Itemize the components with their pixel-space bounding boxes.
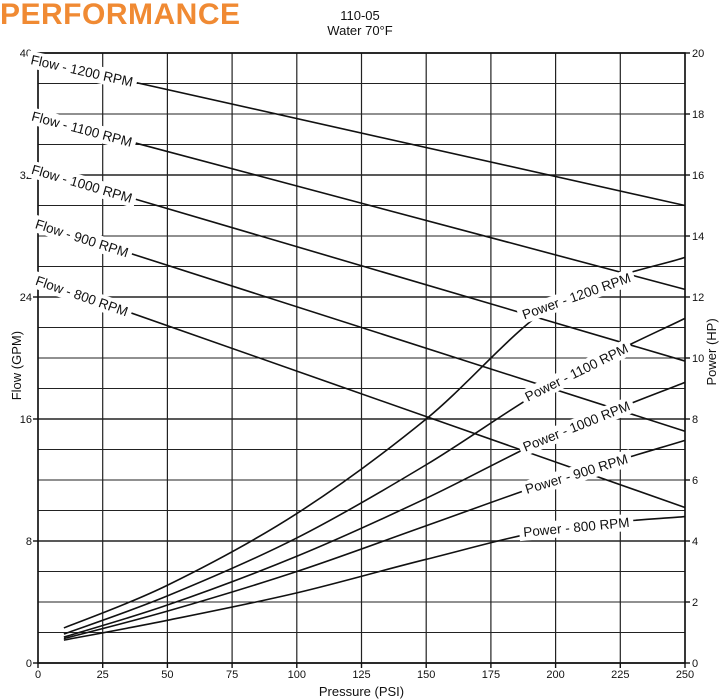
y-tick-label: 0 bbox=[26, 658, 32, 670]
y2-tick-label: 8 bbox=[692, 414, 698, 426]
y-tick-label: 16 bbox=[20, 414, 32, 426]
series-label: Flow - 1100 RPM bbox=[30, 109, 134, 150]
y2-tick-label: 16 bbox=[692, 170, 704, 182]
x-tick-label: 75 bbox=[226, 669, 238, 681]
y2-tick-label: 18 bbox=[692, 109, 704, 121]
x-tick-label: 100 bbox=[288, 669, 306, 681]
x-tick-label: 125 bbox=[352, 669, 370, 681]
series-label-group: Flow - 900 RPM bbox=[29, 214, 134, 262]
x-tick-label: 250 bbox=[676, 669, 694, 681]
y-tick-label: 8 bbox=[26, 536, 32, 548]
x-tick-label: 0 bbox=[35, 669, 41, 681]
y-tick-label: 24 bbox=[20, 292, 32, 304]
series-label-group: Flow - 800 RPM bbox=[30, 271, 134, 322]
x-tick-label: 200 bbox=[546, 669, 564, 681]
series-line-9 bbox=[64, 517, 685, 641]
y2-tick-label: 4 bbox=[692, 536, 698, 548]
series-labels: Flow - 1200 RPM Flow - 1100 RPM Flow - 100… bbox=[25, 50, 637, 541]
series-label-group: Flow - 1000 RPM bbox=[26, 160, 139, 208]
y2-tick-label: 20 bbox=[692, 48, 704, 60]
y2-tick-label: 12 bbox=[692, 292, 704, 304]
x-tick-label: 150 bbox=[417, 669, 435, 681]
x-tick-label: 225 bbox=[611, 669, 629, 681]
y2-tick-label: 2 bbox=[692, 597, 698, 609]
series-label-group: Power - 900 RPM bbox=[519, 449, 634, 499]
y2-tick-label: 14 bbox=[692, 231, 704, 243]
y-axis-label: Flow (GPM) bbox=[9, 331, 24, 400]
x-tick-label: 25 bbox=[97, 669, 109, 681]
x-axis-label: Pressure (PSI) bbox=[319, 684, 404, 699]
series-label-group: Power - 1000 RPM bbox=[517, 396, 637, 457]
series-label: Flow - 1000 RPM bbox=[30, 162, 134, 206]
series-label: Power - 1200 RPM bbox=[520, 270, 633, 322]
series-label-group: Flow - 1200 RPM bbox=[25, 50, 138, 91]
series-label-group: Power - 800 RPM bbox=[519, 514, 635, 542]
series-label: Power - 1000 RPM bbox=[521, 398, 632, 454]
series-label: Power - 900 RPM bbox=[523, 451, 629, 497]
series-label: Power - 1100 RPM bbox=[523, 341, 631, 405]
series-label: Flow - 800 RPM bbox=[34, 273, 130, 319]
series-label: Flow - 900 RPM bbox=[33, 216, 130, 260]
series-label: Power - 800 RPM bbox=[523, 515, 630, 540]
x-tick-label: 50 bbox=[161, 669, 173, 681]
y2-tick-label: 10 bbox=[692, 353, 704, 365]
y2-axis-label: Power (HP) bbox=[704, 318, 719, 385]
x-tick-label: 175 bbox=[482, 669, 500, 681]
y2-tick-label: 6 bbox=[692, 475, 698, 487]
series-label-group: Power - 1200 RPM bbox=[516, 268, 637, 325]
